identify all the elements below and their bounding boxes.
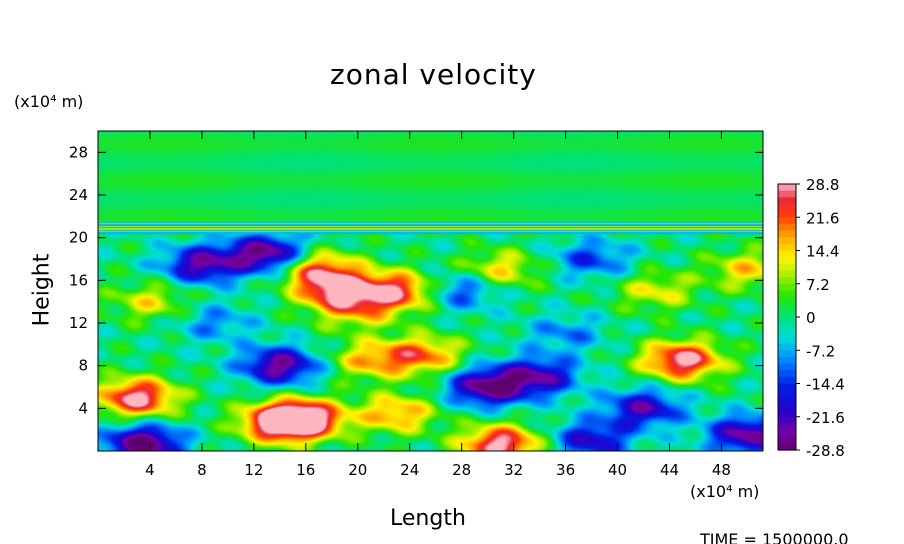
x-tick-label: 16 — [296, 461, 315, 479]
colorbar-swatch — [778, 396, 796, 405]
heatmap-field — [98, 131, 763, 451]
colorbar-swatch — [778, 416, 796, 424]
colorbar-swatch — [778, 197, 796, 205]
colorbar-swatch — [778, 250, 796, 258]
colorbar-swatch — [778, 190, 796, 198]
colorbar-swatch — [778, 184, 796, 192]
plot-border — [97, 130, 764, 452]
x-axis: 4 8 12 16 20 24 28 32 36 40 44 48 — [145, 131, 731, 479]
colorbar-tick-label: -14.4 — [806, 376, 845, 394]
x-tick-label: 24 — [400, 461, 419, 479]
colorbar-swatch — [778, 376, 796, 385]
colorbar-tick-label: -28.8 — [806, 442, 845, 460]
x-tick-label: 4 — [145, 461, 155, 479]
y-axis-unit: (x10⁴ m) — [14, 92, 84, 111]
heatmap-frame — [98, 131, 763, 451]
colorbar-swatch — [778, 343, 796, 351]
colorbar-swatch — [778, 310, 796, 318]
chart-title: zonal velocity — [330, 58, 537, 91]
colorbar-swatch — [778, 243, 796, 252]
colorbar-tick-label: 21.6 — [806, 209, 839, 227]
colorbar-swatch — [778, 277, 796, 285]
colorbar-swatch — [778, 330, 796, 338]
colorbar-swatch — [778, 383, 796, 391]
colorbar-swatch — [778, 257, 796, 265]
time-annotation: TIME = 1500000.0 — [700, 530, 849, 544]
x-tick-label: 36 — [556, 461, 575, 479]
x-tick-label: 48 — [712, 461, 731, 479]
y-tick-label: 16 — [69, 271, 88, 289]
x-axis-unit: (x10⁴ m) — [690, 482, 760, 501]
colorbar-tick-label: 0 — [806, 309, 816, 327]
x-tick-label: 20 — [348, 461, 367, 479]
colorbar: 28.8 21.6 14.4 7.2 0 -7.2 -14.4 -21.6 -28.8 — [777, 176, 845, 460]
colorbar-swatch — [778, 283, 796, 291]
x-tick-label: 32 — [504, 461, 523, 479]
colorbar-swatch — [778, 317, 796, 325]
y-tick-label: 28 — [69, 143, 88, 161]
colorbar-swatch — [778, 263, 796, 272]
colorbar-swatch — [778, 336, 796, 345]
colorbar-swatch — [778, 410, 796, 418]
colorbar-swatch — [778, 237, 796, 245]
colorbar-tick-label: 7.2 — [806, 276, 830, 294]
colorbar-swatch — [778, 270, 796, 278]
x-axis-label: Length — [390, 506, 466, 531]
colorbar-swatch — [778, 350, 796, 358]
colorbar-swatch — [778, 403, 796, 411]
colorbar-swatch — [778, 390, 796, 398]
colorbar-swatch — [778, 217, 796, 225]
x-tick-label: 8 — [197, 461, 207, 479]
colorbar-swatch — [778, 203, 796, 212]
x-tick-label: 12 — [244, 461, 263, 479]
y-axis: 4 8 12 16 20 24 28 — [69, 143, 763, 417]
colorbar-swatch — [778, 323, 796, 331]
y-tick-label: 4 — [78, 399, 88, 417]
colorbar-tick-label: -21.6 — [806, 409, 845, 427]
colorbar-swatch — [778, 370, 796, 378]
y-tick-label: 20 — [69, 229, 88, 247]
x-tick-label: 44 — [660, 461, 679, 479]
y-tick-label: 8 — [78, 357, 88, 375]
colorbar-swatch — [778, 223, 796, 232]
colorbar-swatch — [778, 430, 796, 438]
y-tick-label: 24 — [69, 186, 88, 204]
colorbar-swatch — [778, 436, 796, 444]
y-tick-label: 12 — [69, 314, 88, 332]
colorbar-tick-label: -7.2 — [806, 342, 835, 360]
colorbar-swatch — [778, 297, 796, 305]
colorbar-swatch — [778, 356, 796, 365]
colorbar-swatch — [778, 443, 796, 451]
x-tick-label: 40 — [608, 461, 627, 479]
colorbar-tick-label: 14.4 — [806, 243, 839, 261]
x-tick-label: 28 — [452, 461, 471, 479]
colorbar-swatch — [778, 363, 796, 371]
colorbar-swatch — [778, 423, 796, 431]
colorbar-swatch — [778, 290, 796, 298]
colorbar-swatch — [778, 303, 796, 311]
colorbar-swatch — [778, 210, 796, 218]
colorbar-swatch — [778, 230, 796, 238]
colorbar-tick-label: 28.8 — [806, 176, 839, 194]
